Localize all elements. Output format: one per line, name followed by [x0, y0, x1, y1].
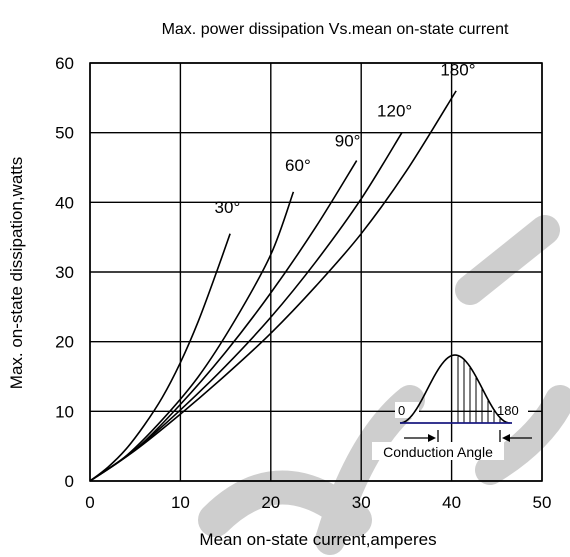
grid: [89, 62, 543, 482]
inset-backing: [492, 402, 528, 418]
tick-labels: 0 10 20 30 40 50 0 10 20 30 40 50 60: [55, 54, 551, 512]
watermark-stroke: [455, 215, 560, 305]
y-tick-label: 50: [55, 124, 74, 143]
series-line: [89, 90, 457, 482]
inset-arrowhead: [428, 434, 436, 442]
x-axis-label: Mean on-state current,amperes: [199, 530, 436, 549]
series-lines: 30° 60° 90° 120° 180°: [89, 61, 476, 482]
y-tick-label: 40: [55, 193, 74, 212]
plot-frame: [89, 62, 543, 482]
y-axis-label: Max. on-state dissipation,watts: [7, 157, 26, 389]
series-label: 180°: [440, 61, 475, 80]
y-tick-label: 20: [55, 333, 74, 352]
inset-label-zero: 0: [398, 403, 405, 418]
y-tick-label: 30: [55, 263, 74, 282]
series-label: 90°: [335, 132, 361, 151]
watermark-stroke: [475, 385, 570, 485]
y-tick-label: 0: [65, 472, 74, 491]
x-tick-label: 10: [171, 493, 190, 512]
y-tick-label: 60: [55, 54, 74, 73]
inset-arrowhead: [502, 434, 510, 442]
inset-backing: [372, 442, 504, 460]
series-label: 30°: [215, 198, 241, 217]
series-label: 60°: [285, 156, 311, 175]
conduction-angle-inset: 0 180 Conduction Angle: [372, 354, 532, 460]
chart-title: Max. power dissipation Vs.mean on-state …: [162, 21, 509, 38]
series-line: [89, 132, 403, 482]
inset-label-180: 180: [497, 403, 519, 418]
inset-caption: Conduction Angle: [383, 444, 493, 460]
x-tick-label: 50: [533, 493, 552, 512]
series-line: [89, 233, 231, 482]
x-tick-label: 0: [85, 493, 94, 512]
inset-waveform: [399, 354, 511, 424]
series-label: 120°: [377, 102, 412, 121]
x-tick-label: 20: [261, 493, 280, 512]
x-tick-label: 30: [352, 493, 371, 512]
x-tick-label: 40: [442, 493, 461, 512]
y-tick-label: 10: [55, 402, 74, 421]
